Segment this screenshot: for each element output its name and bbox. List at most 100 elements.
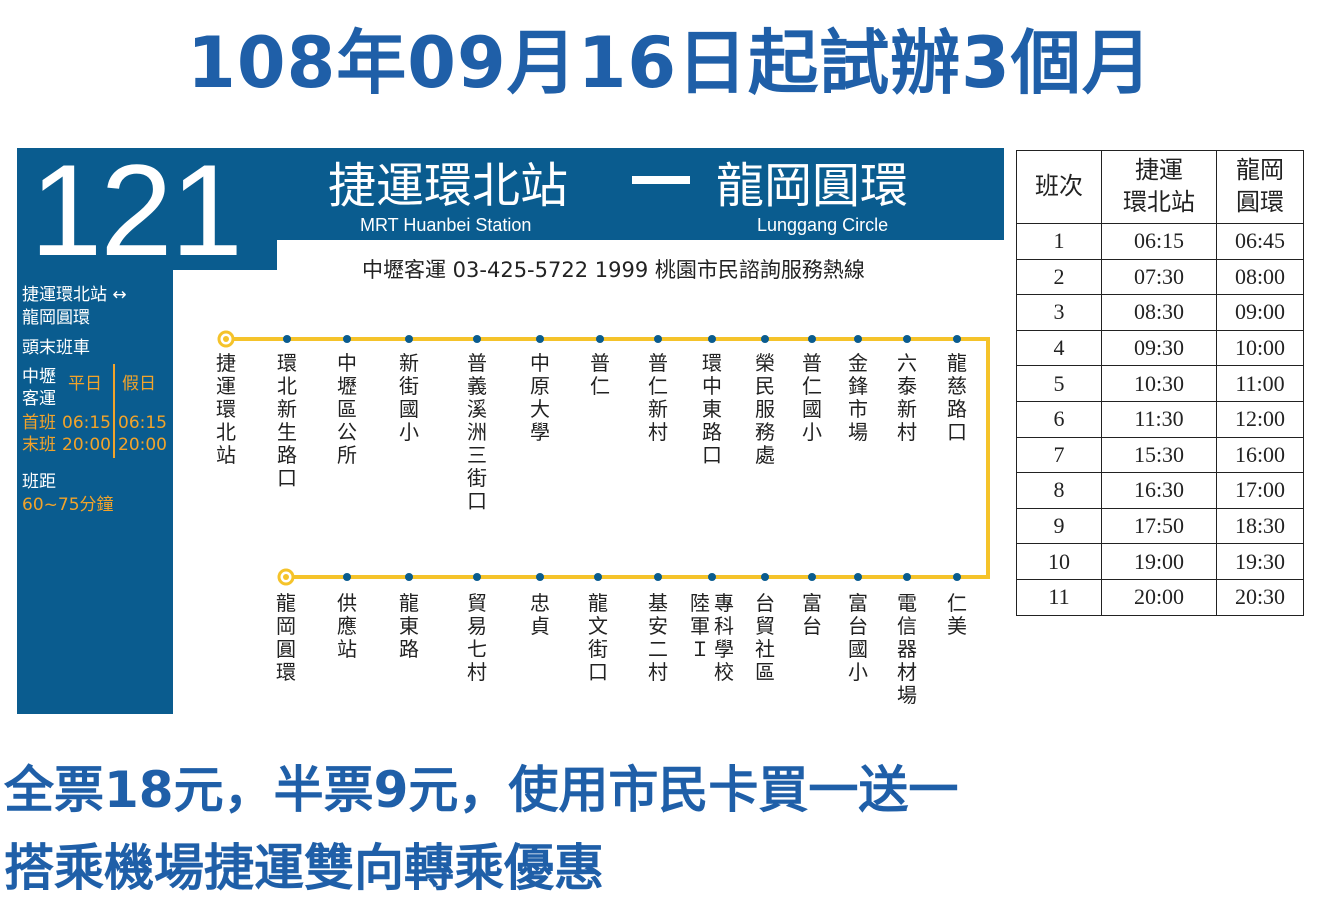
headway-label: 班距 bbox=[22, 472, 56, 492]
last-weekday: 20:00 bbox=[62, 435, 111, 455]
stop-dot bbox=[343, 573, 351, 581]
first-label: 首班 bbox=[22, 413, 56, 433]
destination-name-zh: 龍岡圓環 bbox=[716, 158, 909, 214]
stop-label-outbound: 中壢區公所 bbox=[337, 351, 357, 467]
stop-dot bbox=[596, 335, 604, 343]
schedule-cell-trip: 8 bbox=[1016, 472, 1102, 509]
headline: 108年09月16日起試辦3個月 bbox=[187, 22, 1153, 104]
stop-dot bbox=[808, 335, 816, 343]
operator-line2: 客運 bbox=[22, 389, 56, 409]
schedule-cell-origin-time: 20:00 bbox=[1101, 578, 1217, 616]
route-line bbox=[226, 337, 990, 579]
schedule-row: 6 11:30 12:00 bbox=[1016, 400, 1304, 438]
sidebar-route-line2: 龍岡圓環 bbox=[22, 308, 90, 328]
stop-label-return: 基安二村 bbox=[648, 591, 668, 684]
schedule-table: 班次 捷運 環北站 龍岡 圓環 1 06:15 06:45 2 07:30 08:00 3 08:… bbox=[1016, 150, 1304, 616]
stop-label-return: 富台國小 bbox=[848, 591, 868, 684]
schedule-cell-trip: 11 bbox=[1016, 578, 1102, 616]
stop-dot bbox=[808, 573, 816, 581]
operator-line1: 中壢 bbox=[22, 367, 56, 387]
stop-label-outbound: 六泰新村 bbox=[897, 351, 917, 444]
stop-dot bbox=[854, 573, 862, 581]
schedule-cell-trip: 2 bbox=[1016, 258, 1102, 296]
stop-dot bbox=[953, 573, 961, 581]
first-last-title: 頭末班車 bbox=[22, 338, 90, 358]
destination-name-en: Lunggang Circle bbox=[757, 215, 889, 235]
holiday-label: 假日 bbox=[122, 374, 156, 394]
stop-dot bbox=[343, 335, 351, 343]
stop-label-return: 龍文街口 bbox=[588, 591, 608, 684]
stop-label-outbound: 金鋒市場 bbox=[848, 351, 868, 444]
schedule-cell-origin-time: 15:30 bbox=[1101, 436, 1217, 474]
schedule-cell-destination-time: 20:30 bbox=[1216, 578, 1304, 616]
stop-dot bbox=[854, 335, 862, 343]
route-map bbox=[217, 330, 990, 586]
stop-dot bbox=[761, 573, 769, 581]
schedule-row: 10 19:00 19:30 bbox=[1016, 543, 1304, 580]
stop-label-return: 忠貞 bbox=[530, 591, 550, 638]
origin-name-en: MRT Huanbei Station bbox=[360, 215, 532, 235]
stop-label-return: 台貿社區 bbox=[755, 591, 775, 684]
schedule-cell-origin-time: 11:30 bbox=[1101, 400, 1217, 438]
stop-dot bbox=[405, 335, 413, 343]
schedule-cell-destination-time: 11:00 bbox=[1216, 365, 1304, 402]
schedule-row: 1 06:15 06:45 bbox=[1016, 223, 1304, 260]
schedule-cell-destination-time: 06:45 bbox=[1216, 223, 1304, 260]
stop-dot bbox=[654, 335, 662, 343]
stop-label-outbound: 中原大學 bbox=[530, 351, 550, 444]
stop-dot bbox=[953, 335, 961, 343]
stop-dot bbox=[536, 335, 544, 343]
schedule-cell-trip: 3 bbox=[1016, 294, 1102, 331]
stop-dot bbox=[473, 335, 481, 343]
stop-label-outbound: 龍慈路口 bbox=[947, 351, 967, 444]
schedule-header-destination: 龍岡 圓環 bbox=[1216, 150, 1304, 224]
stop-dot bbox=[708, 335, 716, 343]
route-dash bbox=[632, 176, 690, 184]
schedule-cell-trip: 5 bbox=[1016, 365, 1102, 402]
stop-dot bbox=[536, 573, 544, 581]
stop-label-outbound: 環中東路口 bbox=[702, 351, 722, 467]
route-number-box bbox=[17, 148, 277, 270]
stop-label-outbound: 普仁 bbox=[590, 351, 610, 398]
schedule-header-origin: 捷運 環北站 bbox=[1101, 150, 1217, 224]
first-weekday: 06:15 bbox=[62, 413, 111, 433]
schedule-header-row: 班次 捷運 環北站 龍岡 圓環 bbox=[1016, 150, 1304, 224]
stop-label-return: 龍東路 bbox=[399, 591, 419, 661]
schedule-cell-origin-time: 08:30 bbox=[1101, 294, 1217, 331]
last-label: 末班 bbox=[22, 435, 56, 455]
schedule-row: 4 09:30 10:00 bbox=[1016, 329, 1304, 367]
schedule-cell-destination-time: 08:00 bbox=[1216, 258, 1304, 296]
schedule-cell-trip: 1 bbox=[1016, 223, 1102, 260]
stop-label-outbound: 榮民服務處 bbox=[755, 351, 775, 467]
headway-value: 60~75分鐘 bbox=[22, 495, 114, 515]
schedule-cell-origin-time: 17:50 bbox=[1101, 507, 1217, 545]
stop-dot bbox=[405, 573, 413, 581]
terminal-destination-center bbox=[283, 574, 289, 580]
schedule-row: 3 08:30 09:00 bbox=[1016, 294, 1304, 331]
schedule-cell-destination-time: 16:00 bbox=[1216, 436, 1304, 474]
schedule-row: 8 16:30 17:00 bbox=[1016, 472, 1304, 509]
route-sidebar bbox=[17, 270, 173, 714]
stop-label-outbound: 新街國小 bbox=[399, 351, 419, 444]
stop-dot bbox=[473, 573, 481, 581]
stop-label-return: 供應站 bbox=[337, 591, 357, 661]
fare-info: 全票18元，半票9元，使用市民卡買一送一 bbox=[4, 761, 959, 819]
schedule-cell-trip: 9 bbox=[1016, 507, 1102, 545]
stop-label-return: 陸軍Ｉ bbox=[690, 591, 710, 661]
schedule-cell-trip: 7 bbox=[1016, 436, 1102, 474]
first-holiday: 06:15 bbox=[118, 413, 167, 433]
stop-label-return: 專科學校 bbox=[714, 591, 734, 684]
schedule-header-trip: 班次 bbox=[1016, 150, 1102, 224]
schedule-cell-destination-time: 17:00 bbox=[1216, 472, 1304, 509]
stop-dot bbox=[903, 335, 911, 343]
schedule-cell-trip: 10 bbox=[1016, 543, 1102, 580]
sidebar-route-line1: 捷運環北站 ↔ bbox=[22, 285, 127, 305]
schedule-cell-origin-time: 10:30 bbox=[1101, 365, 1217, 402]
schedule-cell-origin-time: 19:00 bbox=[1101, 543, 1217, 580]
stop-dot bbox=[761, 335, 769, 343]
stop-dot bbox=[903, 573, 911, 581]
route-number: 121 bbox=[30, 137, 243, 283]
stop-label-return: 貿易七村 bbox=[467, 591, 487, 684]
schedule-row: 5 10:30 11:00 bbox=[1016, 365, 1304, 402]
stop-label-return: 仁美 bbox=[947, 591, 967, 638]
